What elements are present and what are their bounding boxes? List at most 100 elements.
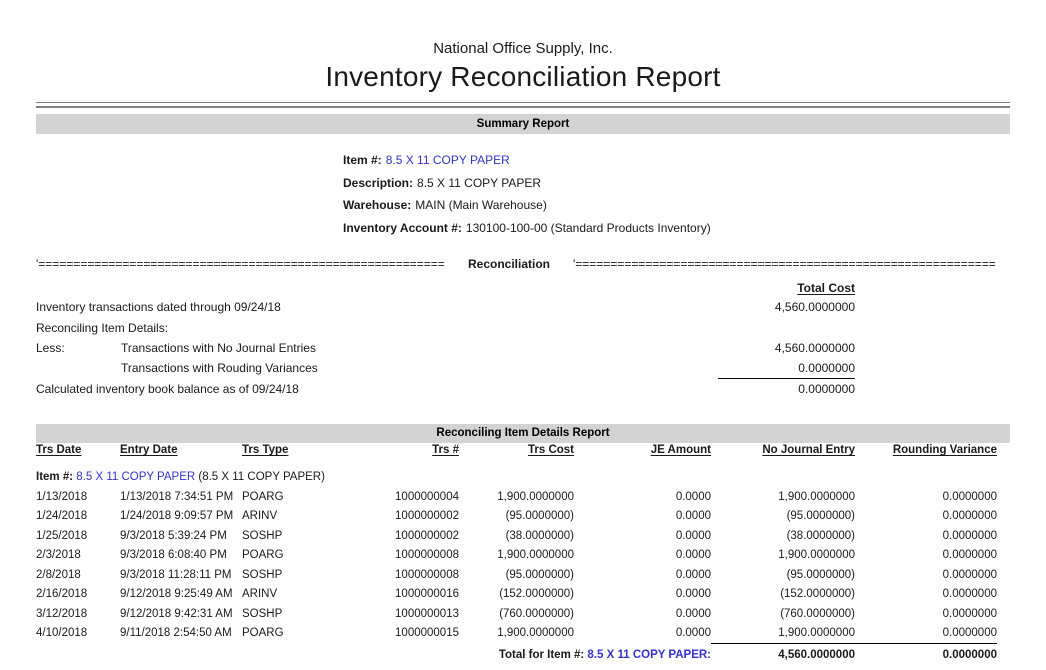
col-header-rounding-variance: Rounding Variance (892, 444, 997, 456)
divider-right-rule: '=======================================… (573, 257, 996, 271)
table-row: 1/13/2018 1/13/2018 7:34:51 PM POARG 100… (36, 487, 997, 507)
recon-row-value-rounding-variances: 0.0000000 (798, 361, 855, 375)
cell-je-amount: 0.0000 (675, 529, 711, 542)
cell-trs-date: 2/3/2018 (36, 549, 81, 562)
cell-trs-type: ARINV (242, 588, 278, 601)
details-report-section-bar: Reconciling Item Details Report (36, 424, 1010, 443)
cell-je-amount: 0.0000 (675, 588, 711, 601)
cell-trs-type: SOSHP (242, 568, 283, 581)
cell-entry-date: 9/11/2018 2:54:50 AM (120, 627, 232, 640)
cell-entry-date: 1/13/2018 7:34:51 PM (120, 490, 234, 503)
cell-trs-type: ARINV (242, 510, 278, 523)
cell-no-journal-entry: 1,900.0000000 (778, 627, 855, 639)
description-label: Description: (343, 175, 414, 190)
table-row: 1/25/2018 9/3/2018 5:39:24 PM SOSHP 1000… (36, 526, 997, 546)
description-value: 8.5 X 11 COPY PAPER (417, 175, 542, 190)
recon-row-value-no-journal-entries: 4,560.0000000 (774, 341, 855, 355)
cell-trs-type: SOSHP (242, 529, 283, 542)
cell-trs-date: 3/12/2018 (36, 607, 88, 620)
cell-je-amount: 0.0000 (675, 568, 711, 581)
cell-trs-number: 1000000013 (395, 607, 459, 620)
company-name: National Office Supply, Inc. (433, 40, 613, 57)
table-row: 2/16/2018 9/12/2018 9:25:49 AM ARINV 100… (36, 585, 997, 605)
item-group-link[interactable]: 8.5 X 11 COPY PAPER (76, 470, 196, 483)
table-row: 2/3/2018 9/3/2018 6:08:40 PM POARG 10000… (36, 546, 997, 566)
cell-rounding-variance: 0.0000000 (942, 510, 997, 523)
item-total-link[interactable]: 8.5 X 11 COPY PAPER: (587, 648, 711, 661)
cell-no-journal-entry: 1,900.0000000 (778, 490, 855, 503)
cell-entry-date: 1/24/2018 9:09:57 PM (120, 510, 234, 523)
summary-report-section-bar: Summary Report (36, 114, 1010, 134)
cell-rounding-variance: 0.0000000 (942, 627, 997, 639)
item-number-value-link[interactable]: 8.5 X 11 COPY PAPER (385, 153, 510, 167)
cell-trs-number: 1000000002 (395, 529, 459, 542)
table-row: 3/12/2018 9/12/2018 9:42:31 AM SOSHP 100… (36, 604, 997, 624)
item-group-cell: Item #: 8.5 X 11 COPY PAPER (8.5 X 11 CO… (36, 466, 997, 487)
item-group-row: Item #: 8.5 X 11 COPY PAPER (8.5 X 11 CO… (36, 466, 997, 487)
item-total-label: Total for Item #: (498, 648, 585, 661)
reconciling-item-details-table: Trs Date Entry Date Trs Type Trs # Trs C… (36, 444, 997, 666)
cell-no-journal-entry: (95.0000000) (786, 510, 855, 523)
report-title: Inventory Reconciliation Report (325, 61, 721, 92)
cell-je-amount: 0.0000 (675, 627, 711, 640)
inventory-account-field: Inventory Account #: 130100-100-00 (Stand… (343, 221, 711, 244)
cell-je-amount: 0.0000 (675, 607, 711, 620)
title-divider-rule (36, 102, 1010, 108)
cell-trs-date: 2/8/2018 (36, 568, 81, 581)
cell-trs-number: 1000000016 (395, 588, 459, 601)
recon-row-label-calculated-balance: Calculated inventory book balance as of … (36, 382, 299, 396)
reconciliation-divider: '=======================================… (0, 257, 1046, 272)
cell-trs-cost: 1,900.0000000 (497, 627, 574, 640)
col-header-je-amount: JE Amount (650, 444, 711, 456)
recon-row-value-transactions-dated: 4,560.0000000 (774, 300, 855, 314)
recon-row-label-transactions-dated: Inventory transactions dated through 09/… (36, 300, 281, 314)
table-row: 2/8/2018 9/3/2018 11:28:11 PM SOSHP 1000… (36, 565, 997, 585)
item-group-label: Item #: (36, 470, 74, 483)
item-number-label: Item #: (343, 153, 382, 167)
item-total-row: Total for Item #: 8.5 X 11 COPY PAPER: 4… (36, 642, 997, 666)
col-header-trs-date: Trs Date (36, 444, 82, 456)
table-row: 4/10/2018 9/11/2018 2:54:50 AM POARG 100… (36, 624, 997, 644)
cell-trs-cost: (760.0000000) (499, 607, 574, 620)
cell-trs-number: 1000000004 (395, 490, 459, 503)
recon-row-label-reconciling-details: Reconciling Item Details: (36, 321, 169, 335)
cell-rounding-variance: 0.0000000 (942, 490, 997, 503)
item-group-suffix: (8.5 X 11 COPY PAPER) (198, 470, 325, 483)
cell-trs-cost: (152.0000000) (499, 588, 574, 601)
cell-trs-number: 1000000002 (395, 510, 459, 523)
cell-no-journal-entry: 1,900.0000000 (778, 549, 855, 562)
cell-je-amount: 0.0000 (675, 490, 711, 503)
cell-no-journal-entry: (152.0000000) (780, 588, 855, 601)
divider-left-rule: '=======================================… (36, 257, 445, 271)
recon-row-label-rounding-variances: Transactions with Rouding Variances (121, 361, 318, 375)
warehouse-field: Warehouse: MAIN (Main Warehouse) (343, 198, 711, 221)
cell-no-journal-entry: (95.0000000) (786, 568, 855, 581)
item-total-no-journal-entry: 4,560.0000000 (711, 642, 855, 666)
cell-entry-date: 9/3/2018 6:08:40 PM (120, 549, 227, 562)
col-header-trs-number: Trs # (432, 444, 459, 456)
col-header-entry-date: Entry Date (120, 444, 178, 456)
cell-entry-date: 9/3/2018 11:28:11 PM (120, 568, 232, 581)
recon-row-value-calculated-balance: 0.0000000 (798, 382, 855, 396)
cell-trs-type: POARG (242, 490, 284, 503)
recon-row-less-prefix: Less: (36, 341, 65, 355)
cell-trs-number: 1000000008 (395, 568, 459, 581)
warehouse-value: MAIN (Main Warehouse) (415, 198, 547, 212)
col-header-trs-type: Trs Type (242, 444, 289, 456)
cell-trs-number: 1000000015 (395, 627, 459, 640)
cell-trs-date: 2/16/2018 (36, 588, 88, 601)
cell-je-amount: 0.0000 (675, 549, 711, 562)
cell-entry-date: 9/3/2018 5:39:24 PM (120, 529, 227, 542)
cell-rounding-variance: 0.0000000 (942, 607, 997, 620)
subtotal-rule (718, 378, 855, 379)
cell-entry-date: 9/12/2018 9:25:49 AM (120, 588, 233, 601)
inventory-account-label: Inventory Account #: (343, 220, 462, 235)
cell-no-journal-entry: (38.0000000) (786, 529, 855, 542)
cell-no-journal-entry: (760.0000000) (780, 607, 855, 620)
col-header-no-journal-entry: No Journal Entry (762, 444, 855, 456)
cell-rounding-variance: 0.0000000 (942, 588, 997, 601)
table-header-row: Trs Date Entry Date Trs Type Trs # Trs C… (36, 444, 997, 466)
cell-trs-type: POARG (242, 549, 284, 562)
item-total-rounding-variance: 0.0000000 (855, 642, 997, 666)
